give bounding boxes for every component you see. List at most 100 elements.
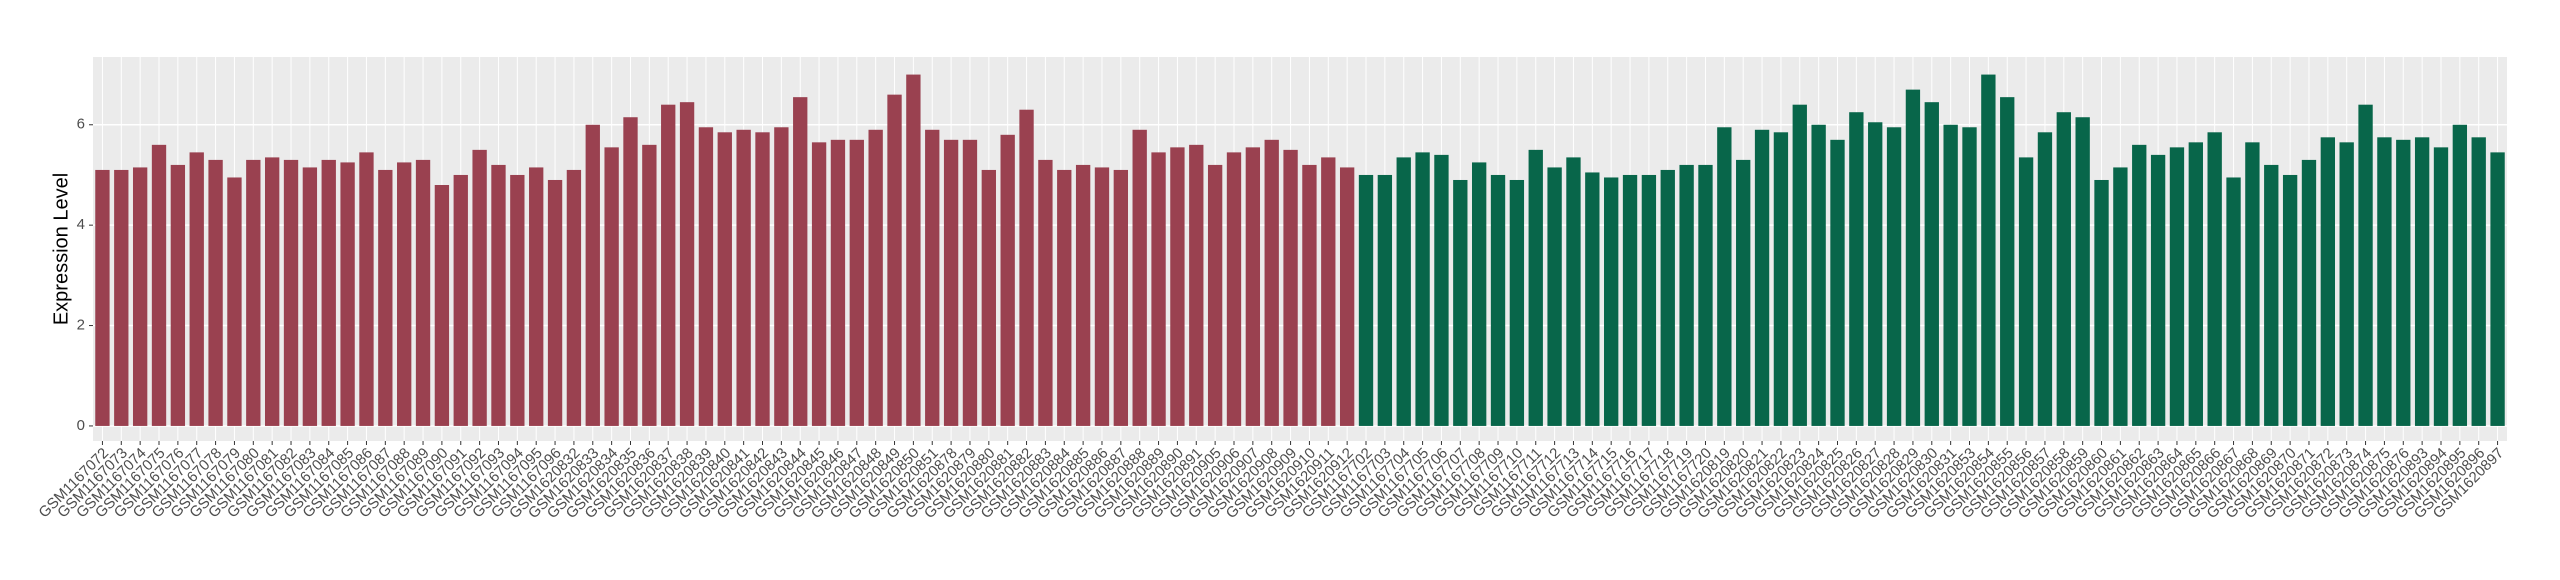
bar	[491, 164, 506, 426]
y-tick-label: 4	[77, 216, 85, 233]
bar	[434, 185, 450, 426]
bar	[661, 104, 676, 426]
bar	[151, 144, 167, 426]
bar	[132, 167, 148, 426]
bar	[2320, 137, 2336, 426]
bar	[264, 157, 280, 426]
bar	[1698, 164, 1713, 426]
bar	[1170, 147, 1185, 426]
bar	[453, 174, 468, 426]
bar	[2113, 167, 2128, 426]
bar	[1207, 164, 1223, 426]
bar	[547, 179, 563, 426]
y-tick-label: 2	[77, 317, 85, 334]
bar	[1868, 122, 1883, 426]
bar	[1132, 129, 1147, 426]
y-tick-label: 6	[77, 116, 85, 133]
bar	[868, 129, 883, 426]
bar	[189, 152, 204, 426]
bar	[1415, 152, 1430, 426]
bar	[642, 144, 657, 426]
bar	[906, 74, 921, 426]
bar	[1151, 152, 1166, 426]
bar	[2226, 177, 2241, 426]
bar	[2452, 124, 2468, 426]
bar	[1434, 154, 1449, 426]
bar	[774, 127, 789, 426]
bar	[1886, 127, 1902, 426]
bar	[1641, 174, 1657, 426]
bar	[1453, 179, 1468, 426]
bar	[1943, 124, 1958, 426]
bar	[1566, 157, 1581, 426]
bar	[2264, 164, 2279, 426]
bar	[1736, 159, 1751, 426]
bar	[472, 149, 487, 426]
bar	[830, 139, 846, 426]
bar	[302, 167, 318, 426]
bar	[2132, 144, 2147, 426]
bar	[1792, 104, 1807, 426]
bar	[1471, 162, 1487, 426]
bar	[2000, 97, 2015, 426]
y-axis-title: Expression Level	[50, 173, 72, 325]
bar	[359, 152, 374, 426]
bar	[2018, 157, 2034, 426]
bar	[1754, 129, 1770, 426]
bar	[2075, 117, 2090, 426]
bar	[811, 142, 827, 426]
bar	[1509, 179, 1525, 426]
bar	[1622, 174, 1638, 426]
bar	[2414, 137, 2430, 426]
bar	[1660, 169, 1675, 426]
bar	[2339, 142, 2354, 426]
bar	[2358, 104, 2373, 426]
bar	[246, 159, 261, 426]
bar	[510, 174, 525, 426]
bar	[925, 129, 940, 426]
bar	[887, 94, 902, 426]
bar	[1094, 167, 1110, 426]
bar	[2188, 142, 2203, 426]
bar	[698, 127, 714, 426]
bar	[2471, 137, 2486, 426]
bar	[1679, 164, 1694, 426]
bar	[1226, 152, 1242, 426]
bar	[378, 169, 393, 426]
bar	[1717, 127, 1732, 426]
bar	[1962, 127, 1977, 426]
bar	[2396, 139, 2411, 426]
bar	[2094, 179, 2109, 426]
bar	[1377, 174, 1393, 426]
bar	[1924, 102, 1939, 426]
bar	[2169, 147, 2185, 426]
bar	[1585, 172, 1600, 426]
bar	[585, 124, 600, 426]
bar	[1038, 159, 1053, 426]
bar	[736, 129, 751, 426]
bar	[415, 159, 431, 426]
bar	[227, 177, 242, 426]
bar	[1302, 164, 1317, 426]
bar	[1396, 157, 1411, 426]
bar	[962, 139, 978, 426]
bar	[529, 167, 544, 426]
bar	[679, 102, 695, 426]
bar	[1075, 164, 1091, 426]
bar	[1905, 89, 1921, 426]
bar	[1264, 139, 1279, 426]
bar	[1113, 169, 1129, 426]
bar	[623, 117, 638, 426]
bar	[321, 159, 336, 426]
bar	[1189, 144, 1204, 426]
bar	[1057, 169, 1072, 426]
bar	[793, 97, 808, 426]
bar	[1019, 109, 1034, 426]
bar	[566, 169, 582, 426]
bar	[1283, 149, 1298, 426]
bar	[1604, 177, 1619, 426]
bar	[170, 164, 186, 426]
bar	[1849, 112, 1864, 426]
bar	[1490, 174, 1506, 426]
